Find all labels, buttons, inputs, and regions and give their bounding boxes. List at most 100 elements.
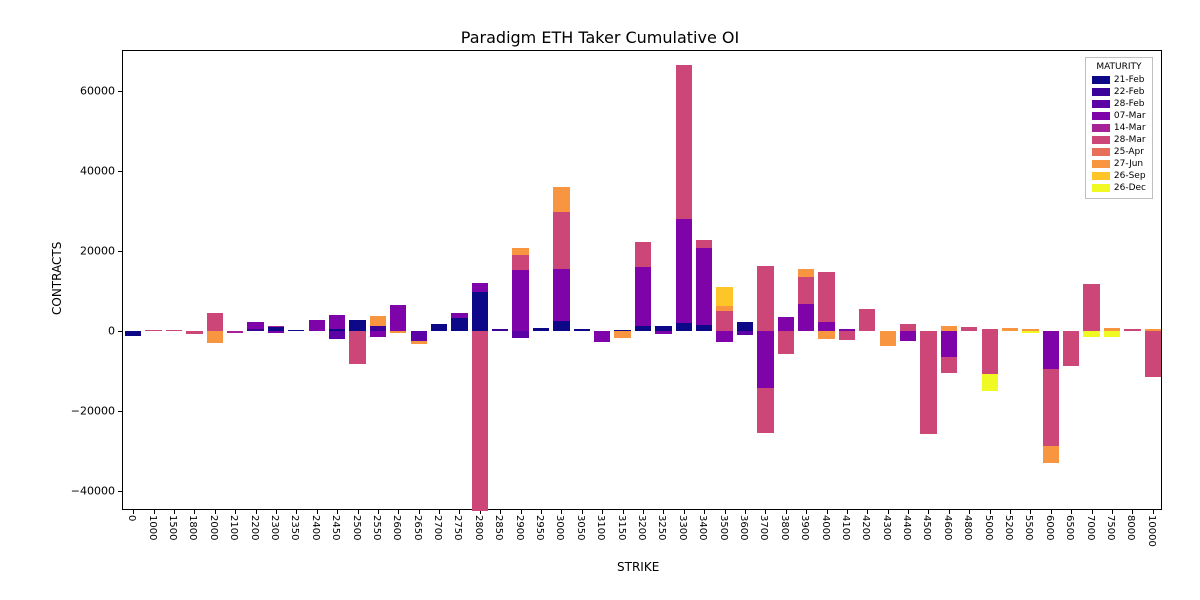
legend-swatch <box>1092 76 1110 84</box>
legend-item: 26-Dec <box>1092 182 1146 194</box>
legend-item: 21-Feb <box>1092 74 1146 86</box>
bar-segment <box>370 331 386 337</box>
legend-swatch <box>1092 148 1110 156</box>
plot-area: −40000−200000200004000060000010001500180… <box>122 50 1162 510</box>
xtick-label: 5200 <box>1003 509 1014 540</box>
bar-segment <box>818 322 834 331</box>
xtick-label: 3250 <box>656 509 667 540</box>
bar-segment <box>166 330 182 331</box>
legend-item: 26-Sep <box>1092 170 1146 182</box>
bar-segment <box>288 330 304 331</box>
xtick-label: 4400 <box>901 509 912 540</box>
legend-swatch <box>1092 172 1110 180</box>
xtick-label: 2950 <box>534 509 545 540</box>
bar-segment <box>247 322 263 329</box>
bar-segment <box>757 331 773 388</box>
xtick-label: 4300 <box>881 509 892 540</box>
bar-segment <box>512 255 528 270</box>
bar-segment <box>247 329 263 331</box>
bar-segment <box>431 324 447 331</box>
bar-segment <box>614 331 630 338</box>
xtick-label: 1800 <box>187 509 198 540</box>
ytick-label: −40000 <box>71 485 115 498</box>
bar-segment <box>553 212 569 270</box>
bar-segment <box>839 331 855 340</box>
xtick-label: 2450 <box>330 509 341 540</box>
xtick-label: 4600 <box>942 509 953 540</box>
bar-segment <box>798 277 814 303</box>
bar-segment <box>349 331 365 364</box>
bar-segment <box>411 331 427 341</box>
bar-segment <box>329 331 345 339</box>
legend-item: 28-Feb <box>1092 98 1146 110</box>
legend-label: 28-Mar <box>1114 134 1146 146</box>
xtick-label: 6000 <box>1044 509 1055 540</box>
ytick-label: 0 <box>108 325 115 338</box>
xtick-label: 7500 <box>1105 509 1116 540</box>
xtick-label: 2100 <box>228 509 239 540</box>
xtick-label: 2350 <box>289 509 300 540</box>
bar-segment <box>818 331 834 339</box>
bar-segment <box>676 219 692 323</box>
bar-segment <box>533 328 549 331</box>
xtick-label: 3200 <box>636 509 647 540</box>
bar-segment <box>390 305 406 331</box>
legend-swatch <box>1092 136 1110 144</box>
xtick-label: 2800 <box>473 509 484 540</box>
xtick-label: 3900 <box>799 509 810 540</box>
xtick-label: 3500 <box>718 509 729 540</box>
bar-segment <box>920 331 936 434</box>
bar-segment <box>1145 331 1161 377</box>
legend-swatch <box>1092 160 1110 168</box>
bar-segment <box>1043 446 1059 463</box>
bar-segment <box>818 272 834 322</box>
bar-segment <box>737 331 753 335</box>
bar-segment <box>145 330 161 331</box>
bar-segment <box>716 311 732 331</box>
bar-segment <box>472 292 488 331</box>
bar-segment <box>798 304 814 331</box>
bar-segment <box>390 331 406 333</box>
legend-label: 26-Dec <box>1114 182 1146 194</box>
bar-segment <box>961 327 977 331</box>
xtick-label: 10000 <box>1146 509 1157 547</box>
bar-segment <box>227 331 243 333</box>
xtick-label: 3050 <box>575 509 586 540</box>
xtick-label: 2200 <box>249 509 260 540</box>
xtick-label: 0 <box>126 509 137 521</box>
bar-segment <box>309 320 325 331</box>
xtick-label: 2750 <box>452 509 463 540</box>
bar-segment <box>451 318 467 331</box>
bar-segment <box>553 187 569 212</box>
bar-segment <box>880 331 896 346</box>
xtick-label: 4800 <box>962 509 973 540</box>
legend-label: 07-Mar <box>1114 110 1146 122</box>
legend-label: 27-Jun <box>1114 158 1143 170</box>
bar-segment <box>125 331 141 336</box>
bar-segment <box>778 331 794 354</box>
legend-item: 28-Mar <box>1092 134 1146 146</box>
legend-item: 22-Feb <box>1092 86 1146 98</box>
chart-title: Paradigm ETH Taker Cumulative OI <box>0 28 1200 47</box>
xtick-label: 4500 <box>921 509 932 540</box>
bar-segment <box>1124 329 1140 331</box>
xtick-label: 2300 <box>269 509 280 540</box>
bar-segment <box>941 331 957 357</box>
bar-segment <box>1043 369 1059 447</box>
xtick-label: 1000 <box>147 509 158 540</box>
bar-segment <box>859 309 875 331</box>
bar-segment <box>676 323 692 331</box>
bar-segment <box>472 331 488 511</box>
bar-segment <box>1002 328 1018 331</box>
bar-segment <box>207 313 223 331</box>
xtick-label: 2900 <box>514 509 525 540</box>
bar-segment <box>635 267 651 326</box>
bar-segment <box>716 331 732 342</box>
xtick-label: 2650 <box>412 509 423 540</box>
y-axis-label: CONTRACTS <box>50 242 64 315</box>
legend-label: 26-Sep <box>1114 170 1146 182</box>
chart-root: Paradigm ETH Taker Cumulative OI −40000−… <box>0 0 1200 600</box>
xtick-label: 2600 <box>391 509 402 540</box>
legend-swatch <box>1092 88 1110 96</box>
bar-segment <box>900 324 916 331</box>
